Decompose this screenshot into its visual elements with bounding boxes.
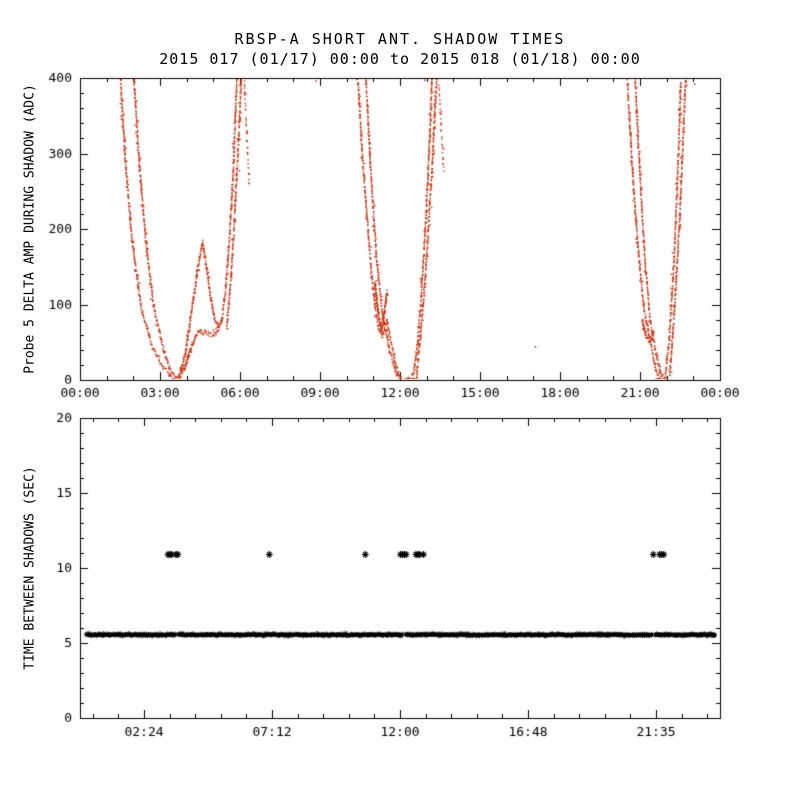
bottom-panel-y-axis-label: TIME BETWEEN SHADOWS (SEC) [22, 466, 38, 670]
page-title: RBSP-A SHORT ANT. SHADOW TIMES [234, 30, 566, 48]
page-subtitle: 2015 017 (01/17) 00:00 to 2015 018 (01/1… [159, 50, 641, 68]
top-panel-y-axis-label: Probe 5 DELTA AMP DURING SHADOW (ADC) [22, 84, 38, 374]
